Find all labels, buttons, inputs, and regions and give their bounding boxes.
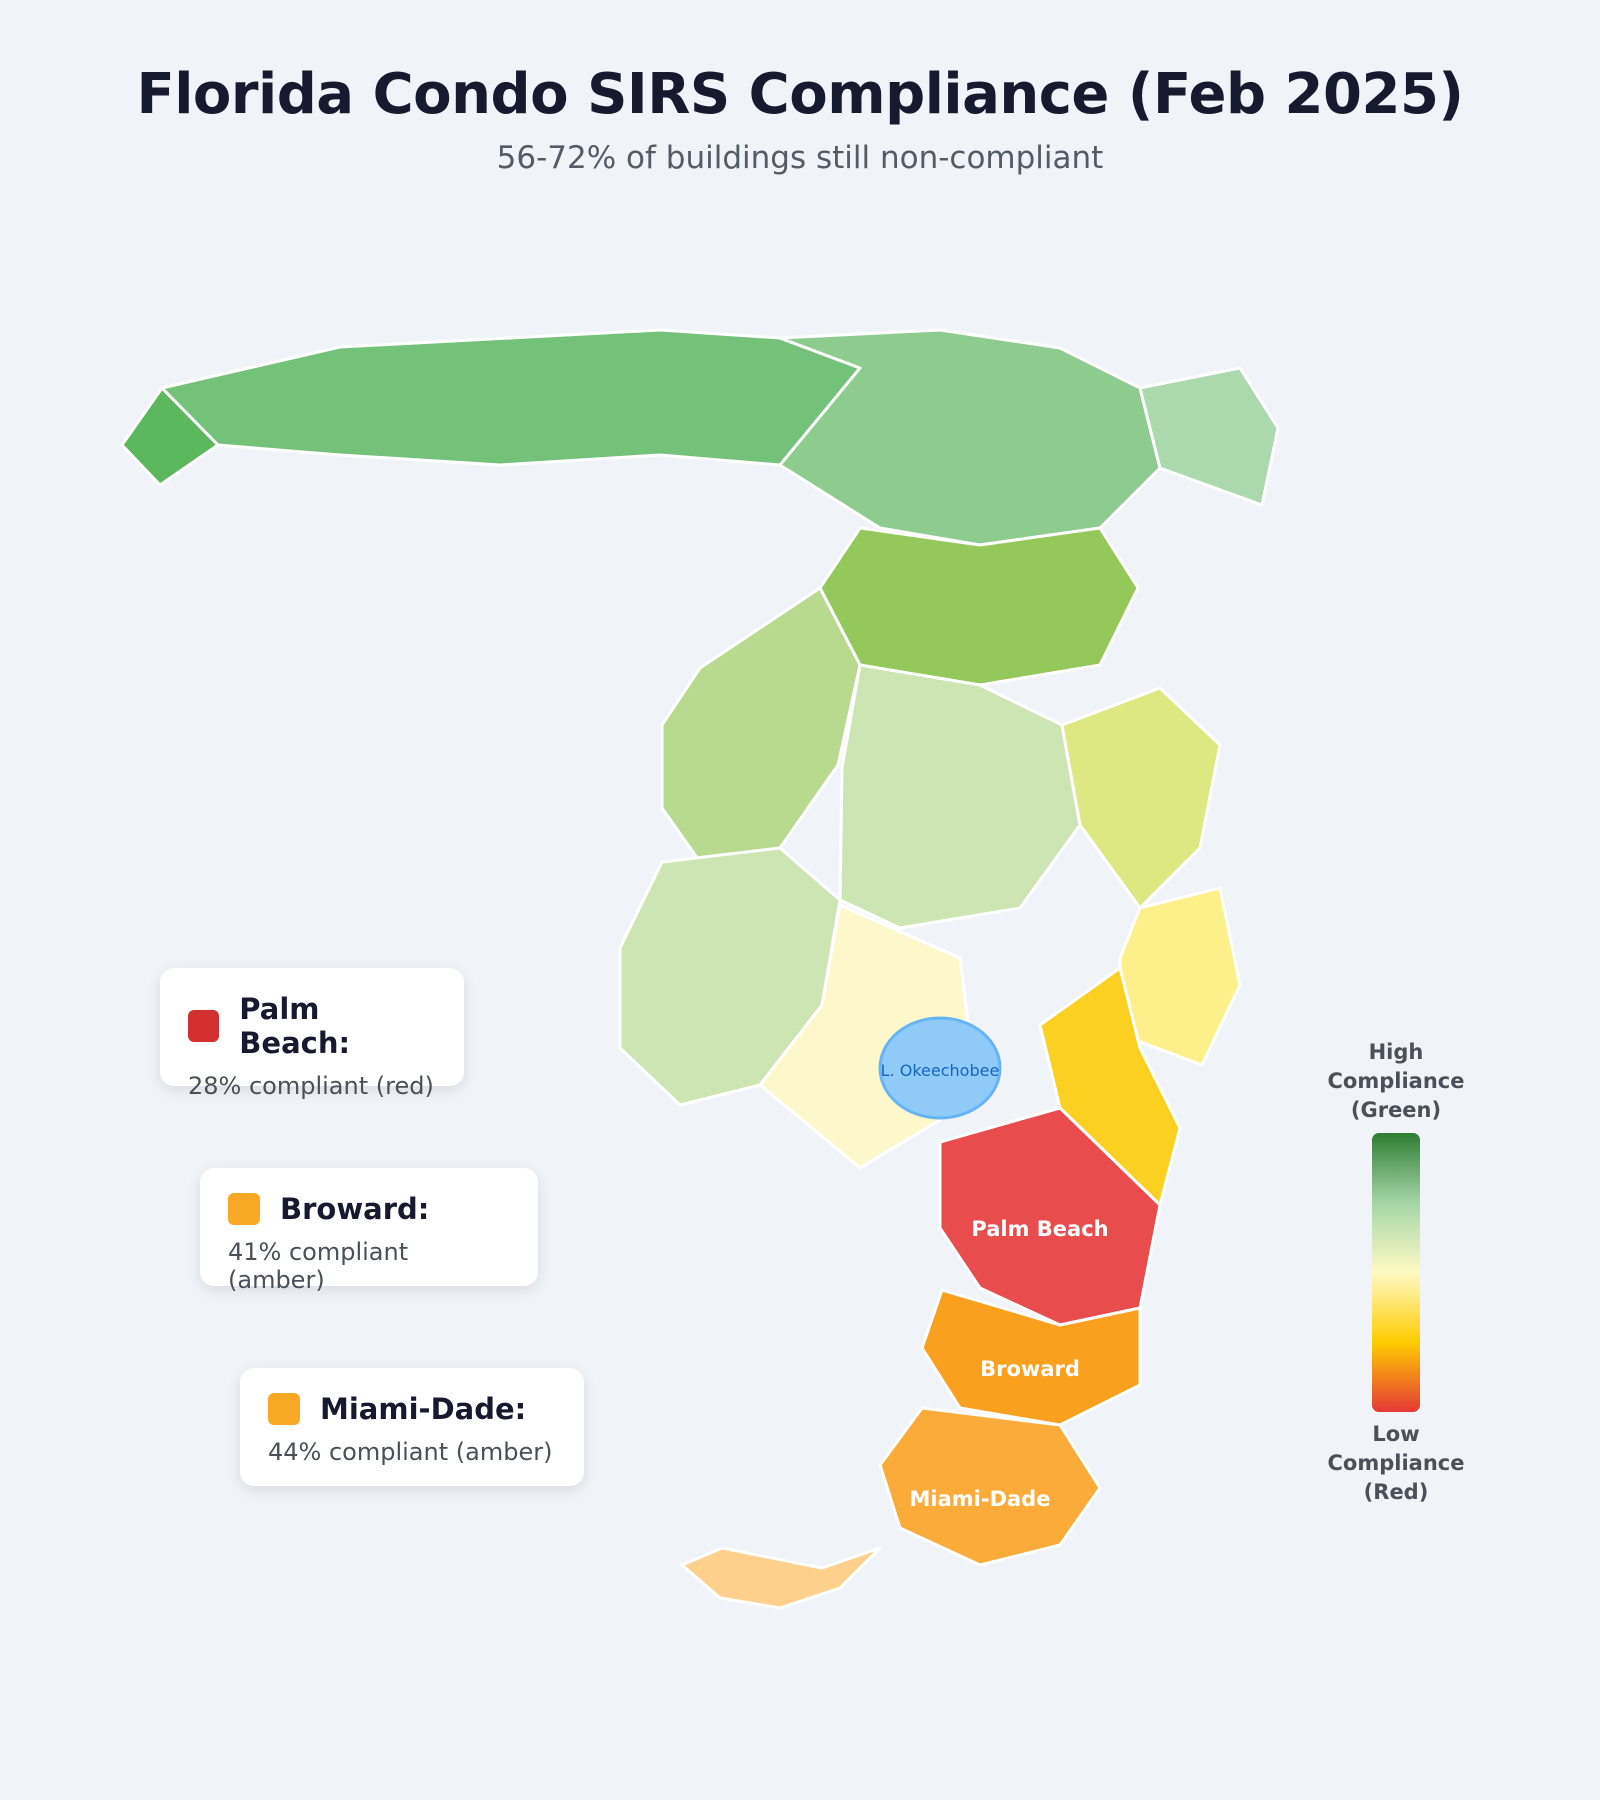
- page-subtitle: 56-72% of buildings still non-compliant: [496, 140, 1104, 176]
- callout-detail: 28% compliant (red): [188, 1072, 434, 1100]
- callout-name: Palm Beach:: [239, 992, 351, 1060]
- region-miami-dade[interactable]: [878, 1406, 1102, 1567]
- legend-high-line: (Green): [1350, 1098, 1442, 1122]
- legend-low-label: Low Compliance (Red): [1296, 1420, 1496, 1507]
- lake-label: L. Okeechobee: [881, 1061, 1000, 1080]
- callout-detail: 41% compliant (amber): [228, 1238, 409, 1294]
- legend-high-line: High: [1368, 1040, 1424, 1064]
- legend-high-line: Compliance: [1327, 1069, 1465, 1093]
- lake-okeechobee: [878, 1016, 1002, 1120]
- swatch-amber: [228, 1193, 260, 1225]
- page-title: Florida Condo SIRS Compliance (Feb 2025): [136, 62, 1464, 127]
- region-panhandle[interactable]: [160, 328, 902, 467]
- region-northeast[interactable]: [1138, 366, 1280, 507]
- callout-name: Miami-Dade:: [320, 1392, 527, 1426]
- region-east-central[interactable]: [1060, 686, 1222, 910]
- region-label-palm-beach: Palm Beach: [971, 1217, 1108, 1241]
- legend-gradient-bar: [1372, 1133, 1420, 1412]
- callout-name: Broward:: [280, 1192, 430, 1226]
- callout-palm-beach: Palm Beach: 28% compliant (red): [160, 968, 464, 1100]
- callout-miami-dade: Miami-Dade: 44% compliant (amber): [240, 1368, 584, 1486]
- swatch-amber: [268, 1393, 300, 1425]
- region-north-central[interactable]: [818, 526, 1140, 687]
- region-east-coast[interactable]: [1118, 886, 1242, 1067]
- legend-low-line: (Red): [1363, 1480, 1429, 1504]
- callout-detail: 44% compliant (amber): [268, 1438, 553, 1466]
- callout-broward: Broward: 41% compliant (amber): [200, 1168, 538, 1294]
- region-central[interactable]: [838, 663, 1082, 930]
- region-label-miami-dade: Miami-Dade: [910, 1487, 1051, 1511]
- region-keys[interactable]: [680, 1546, 882, 1610]
- region-broward[interactable]: [920, 1288, 1142, 1427]
- swatch-red: [188, 1010, 220, 1042]
- region-west-central[interactable]: [660, 586, 862, 864]
- legend-high-label: High Compliance (Green): [1296, 1038, 1496, 1125]
- legend-low-line: Low: [1372, 1422, 1420, 1446]
- region-label-broward: Broward: [980, 1357, 1080, 1381]
- legend-low-line: Compliance: [1327, 1451, 1465, 1475]
